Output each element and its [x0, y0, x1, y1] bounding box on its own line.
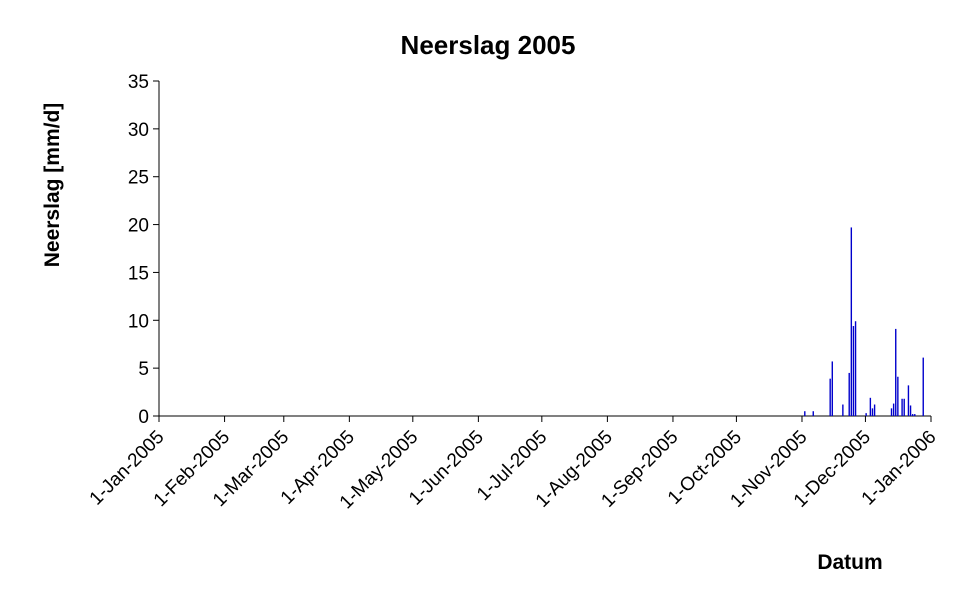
- bar: [895, 328, 897, 416]
- bar: [922, 357, 924, 416]
- bar: [911, 414, 914, 416]
- bar: [903, 398, 905, 416]
- bar: [850, 227, 853, 416]
- y-tick-label: 10: [128, 311, 149, 332]
- bar: [892, 403, 895, 416]
- y-tick-label: 20: [128, 216, 149, 237]
- bar: [865, 413, 867, 416]
- bar: [848, 372, 850, 416]
- bar: [854, 321, 857, 416]
- y-tick-label: 25: [128, 168, 149, 189]
- y-tick-label: 5: [138, 359, 149, 380]
- bar: [829, 378, 831, 416]
- bar: [842, 404, 844, 416]
- bar: [873, 404, 876, 416]
- bar: [812, 411, 814, 416]
- bar: [869, 397, 872, 416]
- bar: [852, 326, 855, 416]
- x-axis-label: Datum: [817, 551, 882, 574]
- y-tick-label: 15: [128, 263, 149, 284]
- y-tick-label: 30: [128, 120, 149, 141]
- bar: [901, 398, 903, 416]
- bar: [871, 408, 874, 416]
- bar: [897, 376, 899, 416]
- bar: [890, 408, 893, 416]
- y-axis-label: Neerslag [mm/d]: [41, 103, 64, 268]
- bar: [907, 385, 910, 416]
- bar: [804, 411, 806, 416]
- y-tick-label: 0: [138, 407, 149, 428]
- y-tick-label: 35: [128, 72, 149, 93]
- bar: [831, 361, 833, 416]
- bar: [909, 405, 912, 416]
- bar: [914, 414, 916, 416]
- chart-title: Neerslag 2005: [401, 30, 576, 60]
